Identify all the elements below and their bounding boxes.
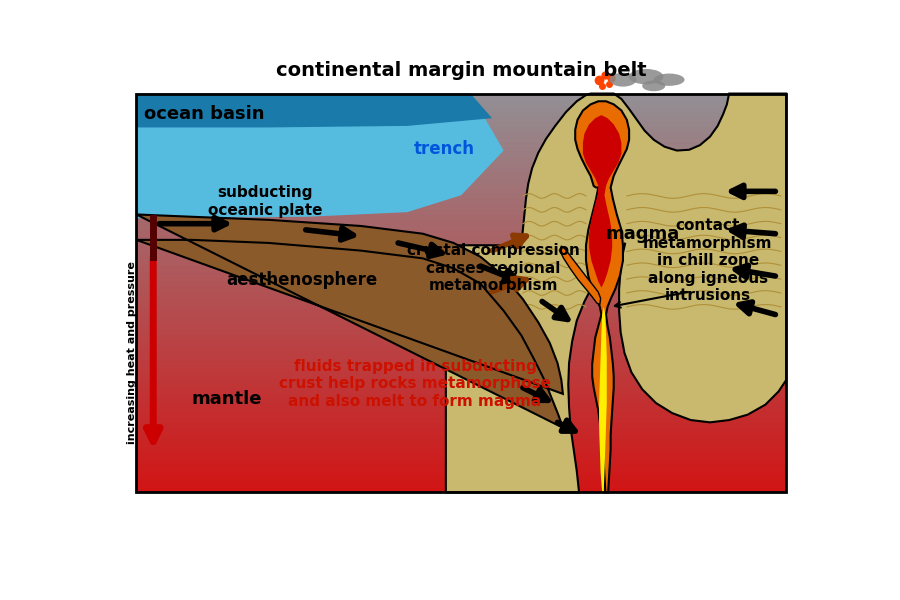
Polygon shape [136,94,492,127]
Text: ocean basin: ocean basin [144,106,265,124]
Text: contact
metamorphism
in chill zone
along igneous
intrusions: contact metamorphism in chill zone along… [643,218,772,303]
Polygon shape [560,246,600,305]
Polygon shape [599,307,607,493]
Polygon shape [575,101,629,493]
Polygon shape [583,115,621,287]
Ellipse shape [609,73,636,86]
Text: subducting
oceanic plate: subducting oceanic plate [208,185,322,218]
Ellipse shape [643,80,665,91]
Ellipse shape [653,74,685,86]
Text: magma: magma [606,224,680,242]
Text: increasing heat and pressure: increasing heat and pressure [127,262,137,445]
Text: continental margin mountain belt: continental margin mountain belt [276,61,646,80]
Text: mantle: mantle [192,390,262,408]
Text: fluids trapped in subducting
crust help rocks metamorphose
and also melt to form: fluids trapped in subducting crust help … [279,359,551,409]
Text: aesthenosphere: aesthenosphere [227,271,378,289]
Text: trench: trench [414,140,475,158]
Ellipse shape [629,69,663,85]
Text: crustal compression
causes regional
metamorphism: crustal compression causes regional meta… [407,244,580,293]
Polygon shape [446,94,787,493]
Polygon shape [136,94,504,218]
Polygon shape [136,214,562,428]
